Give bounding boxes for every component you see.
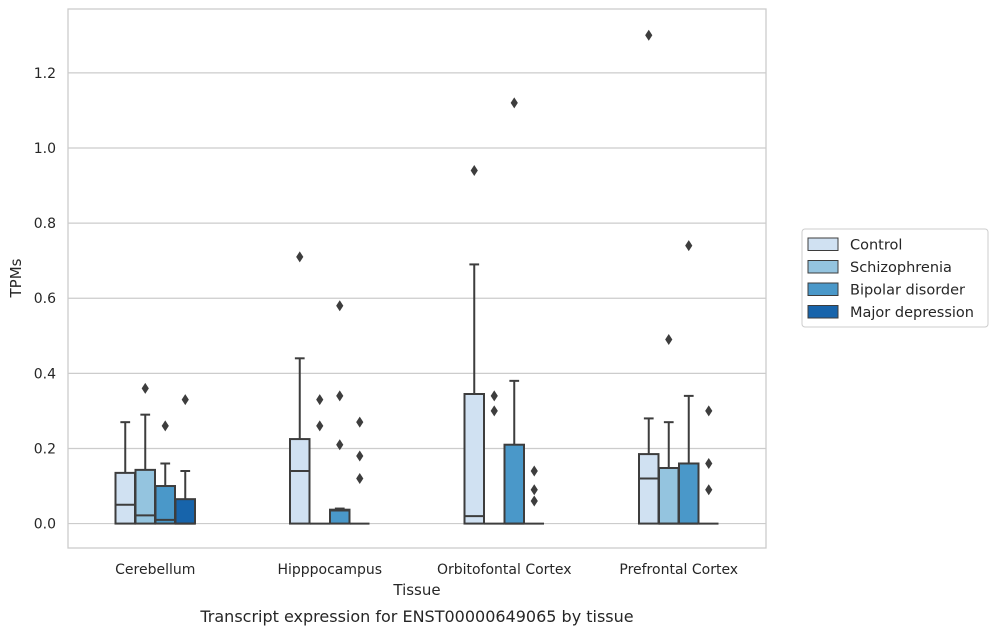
box-body (463, 393, 485, 525)
outlier-point (316, 394, 324, 406)
legend-items: Control Schizophrenia Bipolar disorder Majo… (807, 237, 974, 321)
legend-swatch (807, 237, 839, 251)
outlier-point (510, 97, 518, 109)
outlier-point (705, 405, 713, 417)
outlier-point (490, 390, 498, 402)
box-body (678, 462, 700, 525)
box-0-3 (174, 394, 196, 525)
y-tick-label: 0.2 (34, 441, 56, 457)
legend-item: Schizophrenia (807, 260, 952, 276)
box-body (154, 485, 176, 525)
y-tick-label: 0.8 (34, 216, 56, 232)
outlier-point (141, 382, 149, 394)
outlier-point (665, 334, 673, 346)
x-tick-label: Orbitofontal Cortex (437, 562, 572, 578)
legend-swatch (807, 260, 839, 274)
outlier-point (356, 473, 364, 485)
box-1-0 (289, 251, 311, 525)
box-3-3 (699, 405, 719, 525)
box-3-2 (678, 240, 700, 525)
outlier-point (336, 390, 344, 402)
x-tick-label: Hipppocampus (277, 562, 382, 578)
legend-item: Major depression (807, 305, 974, 321)
outlier-point (336, 439, 344, 451)
outlier-point (530, 465, 538, 477)
outlier-point (181, 394, 189, 406)
box-1-1 (310, 394, 330, 525)
outlier-point (470, 165, 478, 177)
x-axis-title: Tissue (392, 581, 440, 599)
box-2-3 (524, 465, 544, 525)
box-3-0 (638, 29, 660, 525)
y-tick-label: 0.4 (34, 366, 56, 382)
box-1-3 (350, 416, 370, 525)
box-2-0 (463, 165, 485, 525)
box-2-2 (503, 97, 525, 525)
box-body (329, 508, 351, 525)
outlier-point (336, 300, 344, 312)
legend-label: Schizophrenia (850, 260, 952, 276)
legend-label: Bipolar disorder (850, 283, 965, 299)
outlier-point (296, 251, 304, 263)
legend-label: Major depression (850, 305, 974, 321)
outlier-point (316, 420, 324, 432)
box-0-0 (114, 421, 136, 525)
y-tick-label: 1.2 (34, 66, 56, 82)
legend-frame (801, 228, 989, 328)
outlier-point (705, 457, 713, 469)
y-tick-labels: 0.0 0.2 0.4 0.6 0.8 1.0 1.2 (34, 66, 56, 533)
outlier-point (356, 416, 364, 428)
outlier-point (356, 450, 364, 462)
legend-label: Control (850, 238, 902, 254)
box-body (638, 453, 660, 525)
box-0-2 (154, 420, 176, 525)
box-body (658, 466, 680, 525)
outlier-point (530, 484, 538, 496)
legend-swatch (807, 282, 839, 296)
outlier-point (530, 495, 538, 507)
plot-frame (67, 8, 767, 549)
outlier-point (645, 29, 653, 41)
box-2-1 (484, 390, 504, 525)
outlier-point (490, 405, 498, 417)
y-tick-label: 0.0 (34, 517, 56, 533)
outlier-point (685, 240, 693, 252)
outlier-point (705, 484, 713, 496)
box-body (174, 498, 196, 525)
box-body (289, 438, 311, 525)
legend: Control Schizophrenia Bipolar disorder Majo… (801, 228, 989, 328)
box-body (503, 443, 525, 525)
chart-caption: Transcript expression for ENST0000064906… (199, 607, 633, 626)
boxes (114, 29, 719, 525)
outlier-point (161, 420, 169, 432)
box-1-2 (329, 300, 351, 525)
x-tick-labels: Cerebellum Hipppocampus Orbitofontal Corte… (115, 562, 738, 578)
x-tick-label: Cerebellum (115, 562, 195, 578)
legend-item: Control (807, 237, 902, 254)
x-tick-label: Prefrontal Cortex (619, 562, 738, 578)
y-tick-label: 0.6 (34, 291, 56, 307)
y-tick-label: 1.0 (34, 141, 56, 157)
box-body (114, 471, 136, 525)
legend-item: Bipolar disorder (807, 282, 965, 299)
box-0-1 (134, 382, 156, 525)
y-axis-title: TPMs (7, 258, 25, 298)
legend-swatch (807, 305, 839, 319)
